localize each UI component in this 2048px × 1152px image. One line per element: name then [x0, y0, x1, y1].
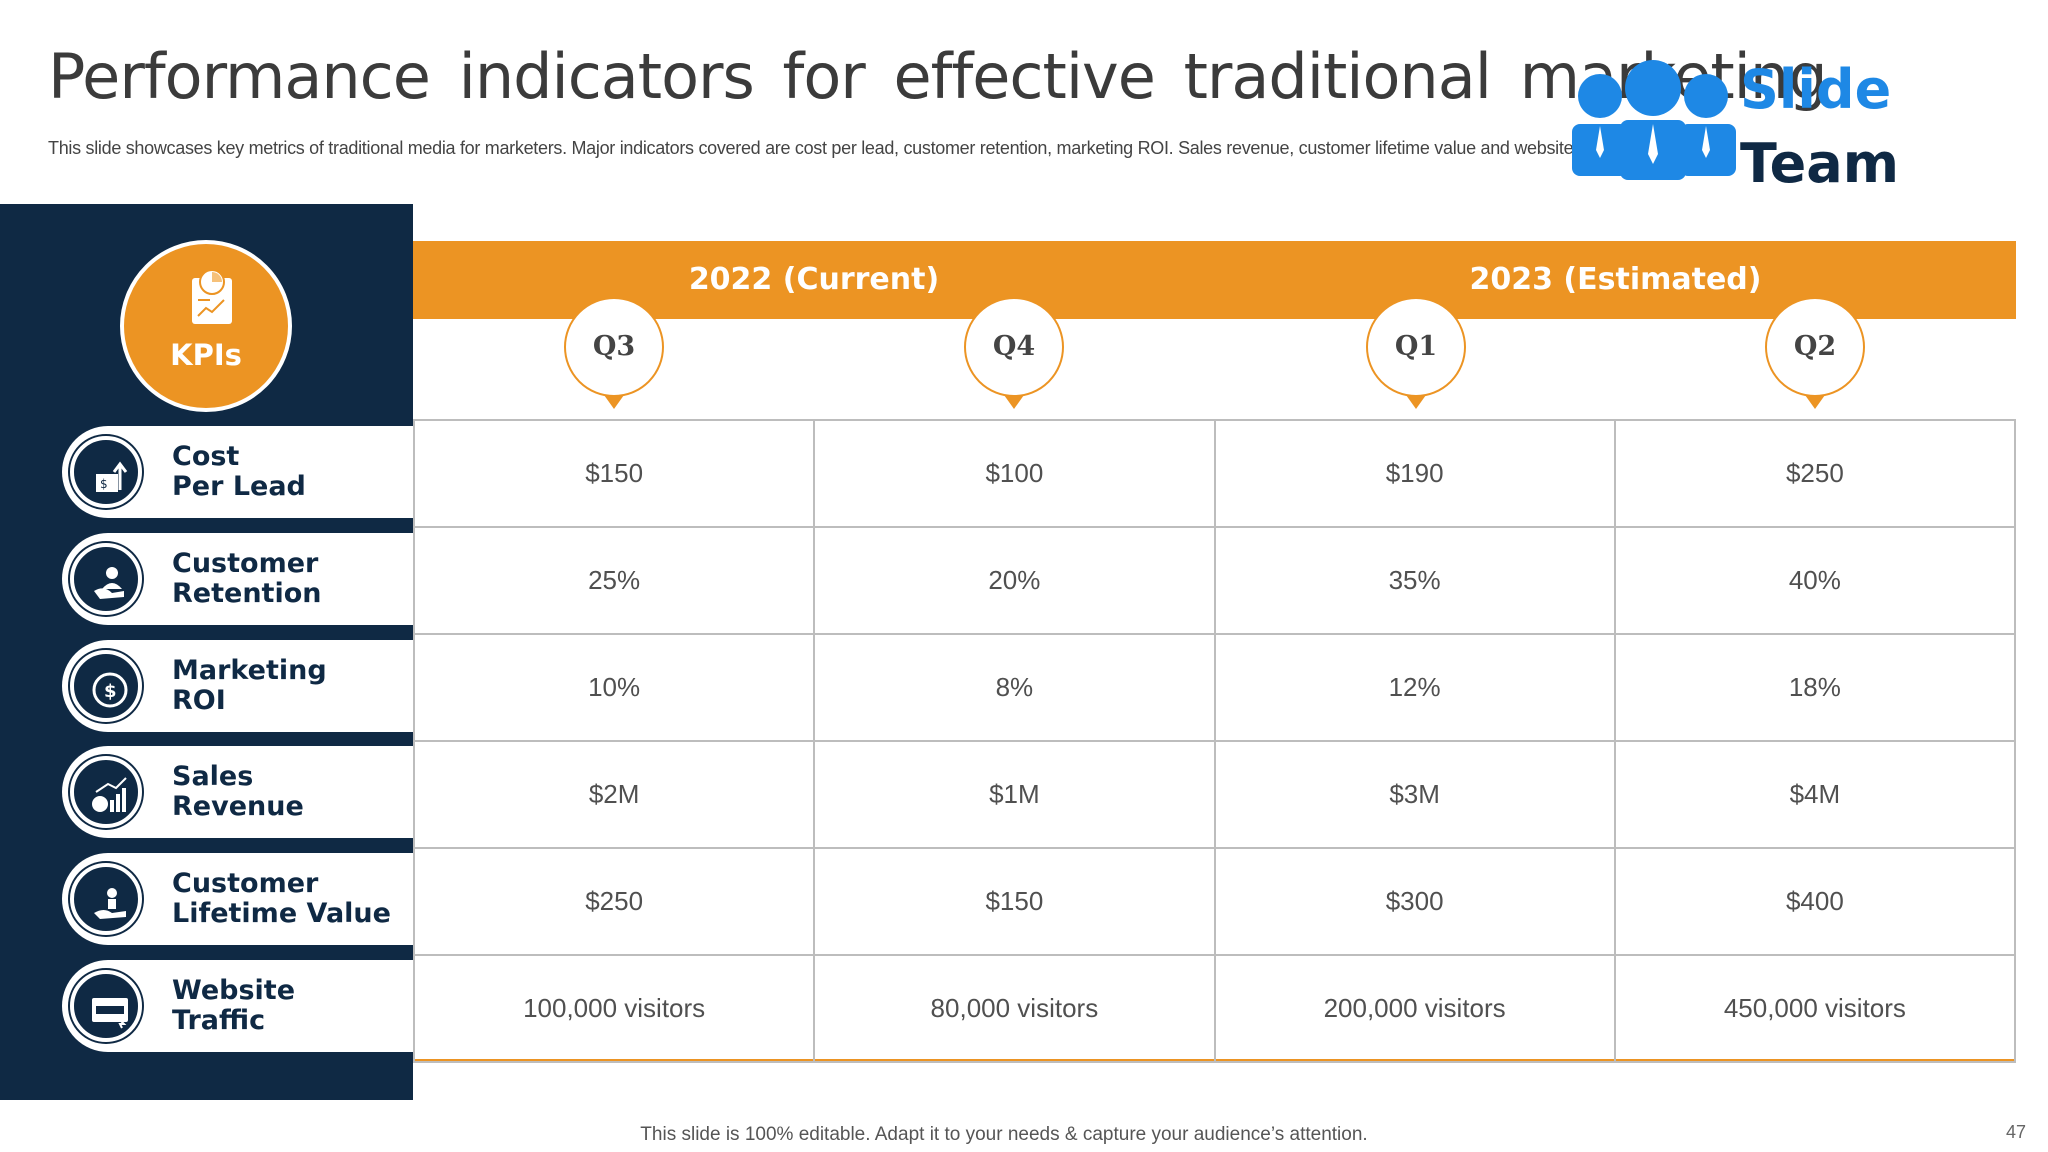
report-document-icon [192, 270, 232, 324]
quarter-pin-pointer [1406, 395, 1426, 409]
table-cell: $4M [1613, 740, 2017, 849]
table-cell: 18% [1613, 633, 2017, 742]
table-row: 100,000 visitors 80,000 visitors 200,000… [412, 954, 2017, 1063]
table-cell: 200,000 visitors [1213, 954, 1616, 1063]
slide-title: Performance indicators for effective tra… [48, 40, 1828, 113]
table-cell: $300 [1213, 847, 1616, 956]
kpi-name: Website Traffic [172, 975, 296, 1036]
table-cell: $2M [412, 740, 816, 849]
table-cell: $100 [813, 419, 1216, 528]
logo-word-team: Team [1740, 132, 1899, 195]
kpi-data-table: $150 $100 $190 $250 25% 20% 35% 40% 10% … [412, 419, 2017, 1063]
kpi-name: Marketing ROI [172, 655, 327, 716]
quarter-pin: Q4 [964, 297, 1064, 397]
kpi-row-website-traffic: Website Traffic [62, 960, 413, 1052]
table-cell: $250 [412, 847, 816, 956]
table-cell: $3M [1213, 740, 1616, 849]
svg-text:$: $ [104, 681, 117, 702]
table-cell: $1M [813, 740, 1216, 849]
table-cell: $400 [1613, 847, 2017, 956]
quarter-pin-pointer [604, 395, 624, 409]
page-number: 47 [2005, 1122, 2026, 1142]
table-cell: 12% [1213, 633, 1616, 742]
table-cell: 25% [412, 526, 816, 635]
slide-subtitle: This slide showcases key metrics of trad… [48, 138, 1608, 158]
logo-word-slide: Slide [1740, 58, 1892, 121]
kpi-row-marketing-roi: $ Marketing ROI [62, 640, 413, 732]
table-cell: 35% [1213, 526, 1616, 635]
table-cell: $150 [412, 419, 816, 528]
kpi-row-customer-retention: Customer Retention [62, 533, 413, 625]
marketing-roi-icon: $ [70, 650, 142, 722]
year-header-band [413, 241, 2016, 319]
table-cell: 20% [813, 526, 1216, 635]
table-row: $2M $1M $3M $4M [412, 740, 2017, 849]
table-cell: 450,000 visitors [1613, 954, 2017, 1063]
sales-revenue-icon [70, 756, 142, 828]
table-cell: 100,000 visitors [412, 954, 816, 1063]
quarter-pin-pointer [1805, 395, 1825, 409]
kpi-name: Sales Revenue [172, 761, 304, 822]
kpi-row-sales-revenue: Sales Revenue [62, 746, 413, 838]
table-row: 10% 8% 12% 18% [412, 633, 2017, 742]
table-cell: $190 [1213, 419, 1616, 528]
year-label-2022: 2022 (Current) [688, 262, 940, 297]
quarter-pin-pointer [1004, 395, 1024, 409]
quarter-pin: Q2 [1765, 297, 1865, 397]
kpi-name: Cost Per Lead [172, 441, 306, 502]
lifetime-value-icon [70, 863, 142, 935]
table-row: 25% 20% 35% 40% [412, 526, 2017, 635]
svg-text:$: $ [100, 477, 108, 491]
table-row: $250 $150 $300 $400 [412, 847, 2017, 956]
table-cell: 10% [412, 633, 816, 742]
kpi-header-badge: KPIs [120, 240, 292, 412]
quarter-pin: Q1 [1366, 297, 1466, 397]
people-logo-icon [1572, 60, 1736, 180]
year-label-2023: 2023 (Estimated) [1469, 262, 1762, 297]
slide-footer-note: This slide is 100% editable. Adapt it to… [640, 1124, 1368, 1145]
table-cell: $150 [813, 847, 1216, 956]
website-traffic-icon [70, 970, 142, 1042]
kpi-name: Customer Lifetime Value [172, 868, 391, 929]
kpi-name: Customer Retention [172, 548, 322, 609]
table-cell: 40% [1613, 526, 2017, 635]
kpi-row-customer-lifetime-value: Customer Lifetime Value [62, 853, 413, 945]
customer-retention-icon [70, 543, 142, 615]
quarter-pin: Q3 [564, 297, 664, 397]
cost-per-lead-icon: $ [70, 436, 142, 508]
slideteam-logo: Slide Team [1568, 54, 1899, 195]
table-cell: 80,000 visitors [813, 954, 1216, 1063]
kpi-header-label: KPIs [170, 338, 242, 372]
table-cell: $250 [1613, 419, 2017, 528]
kpi-row-cost-per-lead: $ Cost Per Lead [62, 426, 413, 518]
table-cell: 8% [813, 633, 1216, 742]
table-row: $150 $100 $190 $250 [412, 419, 2017, 528]
